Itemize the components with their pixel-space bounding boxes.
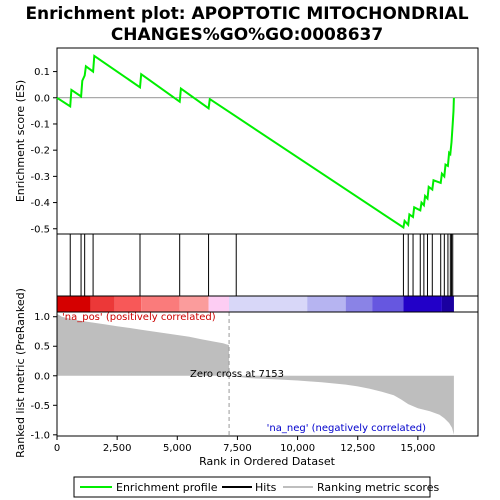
colorbar-segment xyxy=(90,296,115,312)
es-y-tick-label: 0.1 xyxy=(34,67,50,78)
enrichment-profile-line xyxy=(56,54,455,230)
x-axis-ticks: 0 2,500 5,000 7,500 10,000 12,500 15,000 xyxy=(54,436,435,454)
x-tick-label: 10,000 xyxy=(280,443,315,454)
rank-y-tick-label: 0.0 xyxy=(34,371,50,382)
legend-hits-label: Hits xyxy=(255,481,277,494)
colorbar-segment xyxy=(345,296,373,312)
colorbar-segment xyxy=(57,296,91,312)
es-y-tick-label: 0.0 xyxy=(34,93,50,104)
es-panel-frame xyxy=(56,47,479,235)
zero-cross-label: Zero cross at 7153 xyxy=(190,369,284,380)
colorbar-segment xyxy=(372,296,404,312)
es-y-axis-label: Enrichment score (ES) xyxy=(14,80,27,202)
chart-title-line2: CHANGES%GO%GO:0008637 xyxy=(111,25,383,45)
es-y-tick-label: -0.3 xyxy=(30,172,50,183)
es-y-tick-label: -0.4 xyxy=(30,198,50,209)
hit-marks xyxy=(69,234,454,296)
colorbar-segment xyxy=(441,296,454,312)
pos-correlated-label: 'na_pos' (positively correlated) xyxy=(62,312,216,323)
legend-ranking-label: Ranking metric scores xyxy=(317,481,439,494)
es-y-tick-label: -0.5 xyxy=(30,224,50,235)
colorbar-segment xyxy=(403,296,442,312)
colorbar-segment xyxy=(229,296,308,312)
x-tick-label: 12,500 xyxy=(340,443,375,454)
es-y-ticks: 0.1 0.0 -0.1 -0.2 -0.3 -0.4 -0.5 xyxy=(30,67,57,235)
hits-panel xyxy=(56,233,479,297)
es-y-tick-label: -0.2 xyxy=(30,146,50,157)
colorbar-segment xyxy=(307,296,346,312)
x-axis-label: Rank in Ordered Dataset xyxy=(199,455,336,468)
rank-y-tick-label: -0.5 xyxy=(30,401,50,412)
x-tick-label: 7,500 xyxy=(223,443,252,454)
rank-y-tick-label: 1.0 xyxy=(34,312,50,323)
legend-enrichment-label: Enrichment profile xyxy=(116,481,218,494)
es-y-tick-label: -0.1 xyxy=(30,119,50,130)
colorbar-segment xyxy=(141,296,180,312)
es-panel: 0.1 0.0 -0.1 -0.2 -0.3 -0.4 -0.5 Enrichment sc… xyxy=(14,47,479,235)
neg-correlated-label: 'na_neg' (negatively correlated) xyxy=(267,423,426,434)
colorbar-segment xyxy=(208,296,230,312)
ranked-colorbar xyxy=(57,296,454,312)
rank-y-tick-label: 0.5 xyxy=(34,342,50,353)
hits-panel-frame xyxy=(56,233,479,297)
ranking-metric-area xyxy=(57,313,454,435)
rank-panel-frame xyxy=(56,311,479,437)
chart-title-line1: Enrichment plot: APOPTOTIC MITOCHONDRIAL xyxy=(25,4,468,24)
legend: Enrichment profile Hits Ranking metric s… xyxy=(73,476,439,498)
x-tick-label: 5,000 xyxy=(163,443,192,454)
x-tick-label: 15,000 xyxy=(400,443,435,454)
rank-y-axis-label: Ranked list metric (PreRanked) xyxy=(14,288,27,458)
colorbar-segment xyxy=(114,296,142,312)
colorbar-segment xyxy=(179,296,209,312)
rank-y-tick-label: -1.0 xyxy=(30,430,50,441)
x-tick-label: 2,500 xyxy=(103,443,132,454)
x-tick-label: 0 xyxy=(54,443,60,454)
rank-y-ticks: 1.0 0.5 0.0 -0.5 -1.0 xyxy=(30,312,57,441)
rank-panel: 1.0 0.5 0.0 -0.5 -1.0 'na_pos' (positively c… xyxy=(14,288,479,458)
